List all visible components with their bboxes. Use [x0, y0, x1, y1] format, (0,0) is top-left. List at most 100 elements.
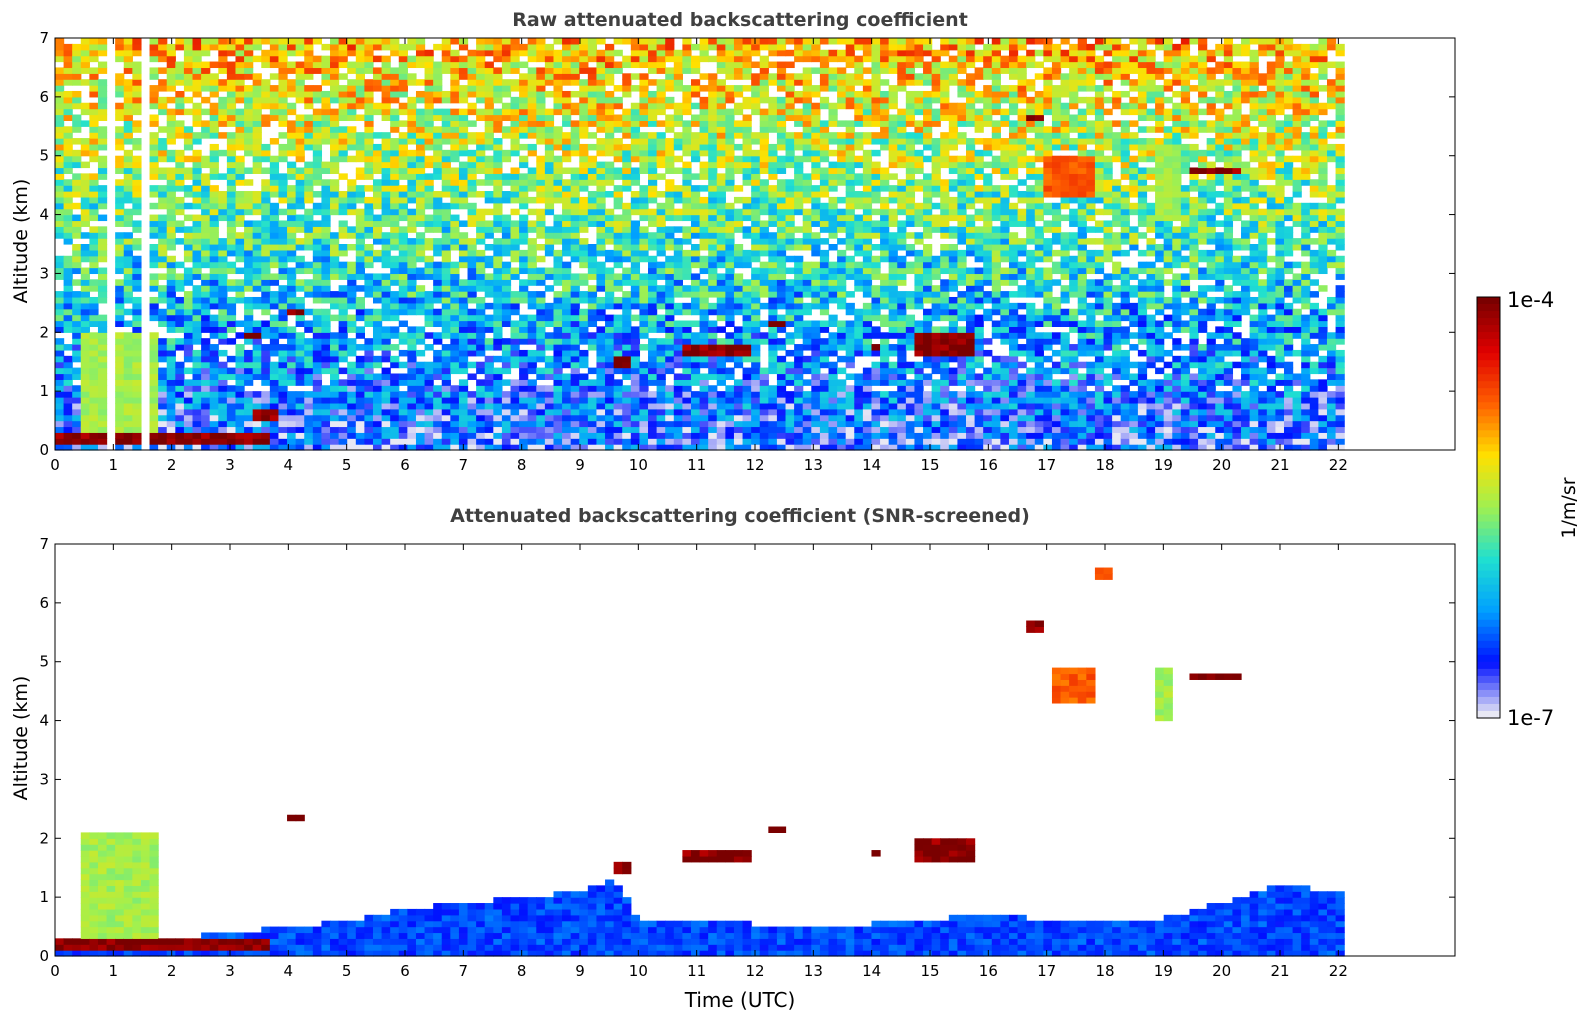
heatmap-cell	[450, 291, 460, 298]
heatmap-cell	[467, 255, 477, 263]
heatmap-cell	[235, 402, 245, 410]
heatmap-cell	[261, 232, 271, 239]
heatmap-cell	[682, 208, 692, 216]
heatmap-cell	[287, 308, 297, 316]
heatmap-cell	[467, 49, 477, 57]
heatmap-cell	[338, 138, 348, 145]
heatmap-cell	[149, 114, 159, 121]
heatmap-cell	[304, 208, 314, 216]
heatmap-cell	[656, 338, 666, 345]
heatmap-cell	[398, 226, 408, 233]
heatmap-cell	[733, 279, 744, 286]
heatmap-cell	[630, 73, 641, 80]
heatmap-cell	[355, 132, 365, 139]
heatmap-cell	[261, 279, 271, 286]
heatmap-cell	[433, 408, 443, 416]
heatmap-cell	[330, 397, 340, 404]
heatmap-cell	[467, 191, 477, 198]
heatmap-cell	[733, 379, 744, 386]
heatmap-cell	[751, 79, 761, 86]
heatmap-cell	[665, 85, 675, 92]
heatmap-cell	[407, 338, 417, 345]
heatmap-cell	[330, 302, 340, 310]
heatmap-cell	[115, 432, 125, 439]
heatmap-cell	[330, 402, 340, 410]
heatmap-cell	[656, 361, 666, 369]
heatmap-cell	[80, 402, 90, 410]
heatmap-cell	[596, 114, 606, 121]
heatmap-cell	[115, 285, 125, 292]
heatmap-cell	[398, 73, 408, 80]
heatmap-cell	[415, 108, 426, 116]
heatmap-cell	[226, 79, 237, 86]
heatmap-cell	[235, 349, 245, 357]
heatmap-cell	[261, 326, 271, 333]
heatmap-cell	[544, 132, 555, 139]
heatmap-cell	[201, 126, 211, 133]
heatmap-cell	[390, 67, 400, 74]
heatmap-cell	[570, 438, 580, 445]
heatmap-cell	[733, 120, 744, 127]
heatmap-cell	[776, 320, 787, 327]
heatmap-cell	[544, 67, 555, 74]
heatmap-cell	[209, 332, 219, 339]
heatmap-cell	[261, 214, 271, 222]
heatmap-cell	[622, 432, 632, 439]
heatmap-cell	[484, 167, 494, 174]
heatmap-cell	[244, 444, 254, 451]
heatmap-cell	[562, 191, 572, 198]
heatmap-cell	[192, 402, 202, 410]
heatmap-cell	[364, 273, 374, 280]
heatmap-cell	[372, 320, 383, 327]
heatmap-cell	[235, 444, 245, 451]
heatmap-cell	[338, 208, 348, 216]
heatmap-cell	[510, 391, 520, 398]
heatmap-cell	[605, 279, 615, 286]
heatmap-cell	[80, 173, 90, 180]
heatmap-cell	[776, 291, 787, 298]
heatmap-cell	[768, 426, 778, 433]
heatmap-cell	[699, 143, 709, 151]
heatmap-cell	[536, 296, 546, 304]
heatmap-cell	[415, 38, 426, 45]
heatmap-cell	[639, 55, 649, 63]
heatmap-cell	[708, 143, 718, 151]
heatmap-cell	[312, 355, 323, 363]
heatmap-cell	[441, 255, 451, 263]
heatmap-cell	[183, 344, 194, 351]
heatmap-cell	[553, 143, 563, 151]
heatmap-cell	[252, 202, 262, 210]
heatmap-cell	[553, 155, 563, 163]
heatmap-cell	[742, 373, 752, 380]
heatmap-cell	[699, 49, 709, 57]
heatmap-cell	[166, 344, 176, 351]
heatmap-cell	[596, 267, 606, 275]
heatmap-cell	[433, 279, 443, 286]
heatmap-cell	[690, 391, 701, 398]
heatmap-cell	[372, 102, 383, 110]
heatmap-cell	[536, 302, 546, 310]
heatmap-cell	[776, 102, 787, 110]
heatmap-cell	[605, 291, 615, 298]
heatmap-cell	[759, 220, 769, 227]
heatmap-cell	[553, 138, 563, 145]
heatmap-cell	[244, 85, 254, 92]
heatmap-cell	[364, 49, 374, 57]
heatmap-cell	[665, 38, 675, 45]
heatmap-cell	[132, 102, 142, 110]
heatmap-cell	[201, 279, 211, 286]
heatmap-cell	[269, 49, 280, 57]
heatmap-cell	[355, 38, 365, 45]
heatmap-cell	[364, 373, 374, 380]
heatmap-cell	[536, 426, 546, 433]
heatmap-cell	[415, 361, 426, 369]
heatmap-cell	[218, 438, 228, 445]
heatmap-cell	[527, 355, 537, 363]
heatmap-cell	[570, 338, 580, 345]
heatmap-cell	[639, 238, 649, 245]
heatmap-cell	[527, 38, 537, 45]
heatmap-cell	[89, 367, 99, 375]
heatmap-cell	[226, 138, 237, 145]
heatmap-cell	[312, 126, 323, 133]
heatmap-cell	[665, 391, 675, 398]
